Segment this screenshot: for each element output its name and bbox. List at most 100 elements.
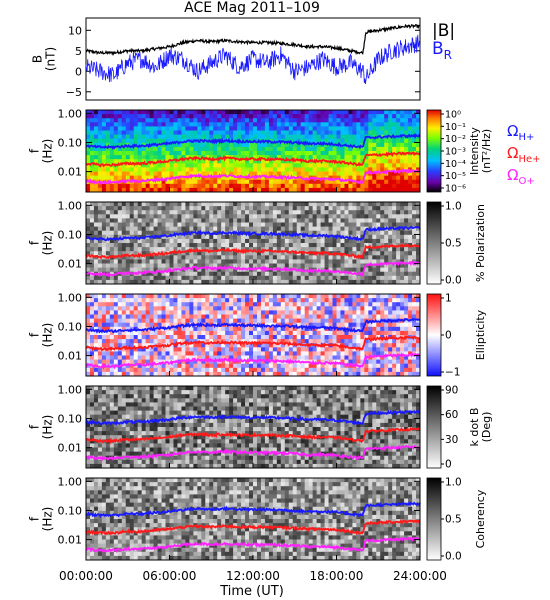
intensity-heatmap-cell (233, 163, 238, 168)
polarization-heatmap-cell (308, 234, 314, 240)
intensity-heatmap-cell (137, 130, 143, 135)
ellipticity-heatmap-cell (217, 294, 222, 299)
polarization-heatmap-cell (320, 218, 325, 223)
ellipticity-heatmap-cell (125, 371, 131, 377)
polarization-heatmap-cell (352, 279, 357, 285)
ellipticity-heatmap-cell (304, 367, 310, 373)
ellipticity-heatmap-cell (177, 339, 182, 344)
intensity-heatmap-cell (376, 122, 381, 127)
polarization-heatmap-cell (161, 210, 166, 215)
ellipticity-heatmap-cell (86, 310, 91, 315)
intensity-heatmap-cell (229, 167, 234, 172)
intensity-heatmap-cell (169, 167, 174, 172)
polarization-heatmap-cell (237, 263, 242, 268)
intensity-heatmap-cell (249, 122, 254, 127)
intensity-heatmap-cell (93, 110, 99, 115)
polarization-heatmap-cell (141, 226, 147, 232)
polarization-heatmap-cell (133, 243, 139, 248)
polarization-heatmap-cell (97, 230, 103, 236)
polarization-heatmap-cell (340, 214, 345, 219)
intensity-heatmap-cell (256, 183, 262, 189)
ellipticity-heatmap-cell (300, 322, 306, 328)
ellipticity-heatmap-cell (328, 367, 333, 373)
polarization-heatmap-cell (284, 263, 290, 268)
intensity-heatmap-cell (145, 146, 151, 152)
polarization-heatmap-cell (233, 202, 238, 207)
polarization-heatmap-cell (193, 222, 198, 227)
intensity-heatmap-cell (125, 187, 131, 193)
polarization-heatmap-cell (169, 210, 174, 215)
intensity-heatmap-cell (264, 146, 270, 152)
ellipticity-heatmap-cell (93, 359, 99, 365)
ellipticity-heatmap-cell (320, 363, 325, 369)
ellipticity-heatmap-cell (217, 363, 222, 369)
intensity-heatmap-cell (356, 134, 361, 140)
ellipticity-heatmap-cell (376, 298, 381, 303)
intensity-heatmap-cell (376, 114, 381, 119)
ellipticity-heatmap-cell (145, 343, 151, 348)
intensity-heatmap-cell (217, 167, 222, 172)
ellipticity-heatmap-cell (292, 371, 298, 377)
polarization-heatmap-cell (205, 214, 210, 219)
polarization-y-axis-label: f(Hz) (28, 231, 55, 256)
ellipticity-heatmap-cell (121, 343, 127, 348)
polarization-heatmap-cell (173, 202, 178, 207)
intensity-heatmap-cell (177, 159, 182, 164)
intensity-heatmap-cell (121, 142, 127, 148)
ellipticity-heatmap-cell (109, 298, 115, 303)
intensity-heatmap-cell (288, 179, 294, 185)
polarization-heatmap-cell (225, 214, 230, 219)
intensity-heatmap-cell (348, 114, 353, 119)
polarization-heatmap-cell (320, 263, 325, 268)
polarization-heatmap-cell (209, 263, 214, 268)
ellipticity-heatmap-cell (149, 367, 154, 373)
polarization-heatmap-cell (213, 214, 218, 219)
polarization-heatmap-cell (161, 238, 166, 244)
ellipticity-heatmap-cell (213, 335, 218, 340)
ellipticity-heatmap-cell (86, 302, 91, 307)
intensity-heatmap-cell (320, 163, 325, 168)
polarization-heatmap-cell (153, 214, 158, 219)
ellipticity-heatmap-cell (145, 363, 151, 369)
ellipticity-heatmap-cell (97, 310, 103, 315)
polarization-heatmap-cell (368, 218, 373, 223)
ellipticity-heatmap-cell (308, 314, 314, 319)
intensity-heatmap-cell (356, 110, 361, 115)
polarization-heatmap-cell (137, 279, 143, 285)
intensity-heatmap-cell (241, 118, 246, 123)
polarization-heatmap-cell (153, 247, 158, 252)
polarization-heatmap-cell (197, 247, 202, 252)
polarization-heatmap-cell (221, 243, 226, 248)
polarization-heatmap-cell (189, 251, 194, 256)
polarization-heatmap-cell (137, 243, 143, 248)
polarization-heatmap-cell (117, 202, 123, 207)
ellipticity-heatmap-cell (336, 306, 341, 311)
intensity-heatmap-cell (300, 142, 306, 148)
intensity-heatmap-cell (121, 114, 127, 119)
polarization-heatmap-cell (105, 243, 111, 248)
ellipticity-heatmap-cell (233, 330, 238, 336)
intensity-heatmap-cell (161, 171, 166, 176)
polarization-heatmap-cell (372, 267, 377, 273)
polarization-heatmap-cell (229, 251, 234, 256)
ellipticity-heatmap-cell (149, 355, 154, 360)
polarization-heatmap-cell (173, 255, 178, 260)
ellipticity-heatmap-cell (249, 355, 254, 360)
ellipticity-heatmap-cell (352, 298, 357, 303)
intensity-heatmap-cell (308, 155, 314, 160)
intensity-heatmap-cell (268, 187, 274, 193)
ellipticity-heatmap-cell (256, 330, 262, 336)
ellipticity-heatmap-cell (256, 367, 262, 373)
intensity-heatmap-cell (201, 130, 206, 135)
polarization-heatmap-cell (121, 251, 127, 256)
polarization-heatmap-cell (280, 247, 286, 252)
polarization-heatmap-cell (149, 259, 154, 264)
intensity-heatmap-cell (364, 159, 369, 164)
polarization-heatmap-cell (89, 238, 95, 244)
intensity-heatmap-cell (237, 122, 242, 127)
ellipticity-heatmap-cell (153, 351, 158, 356)
ellipticity-heatmap-cell (332, 310, 337, 315)
intensity-heatmap-cell (93, 187, 99, 193)
polarization-heatmap-cell (97, 210, 103, 215)
polarization-heatmap-cell (400, 267, 405, 273)
